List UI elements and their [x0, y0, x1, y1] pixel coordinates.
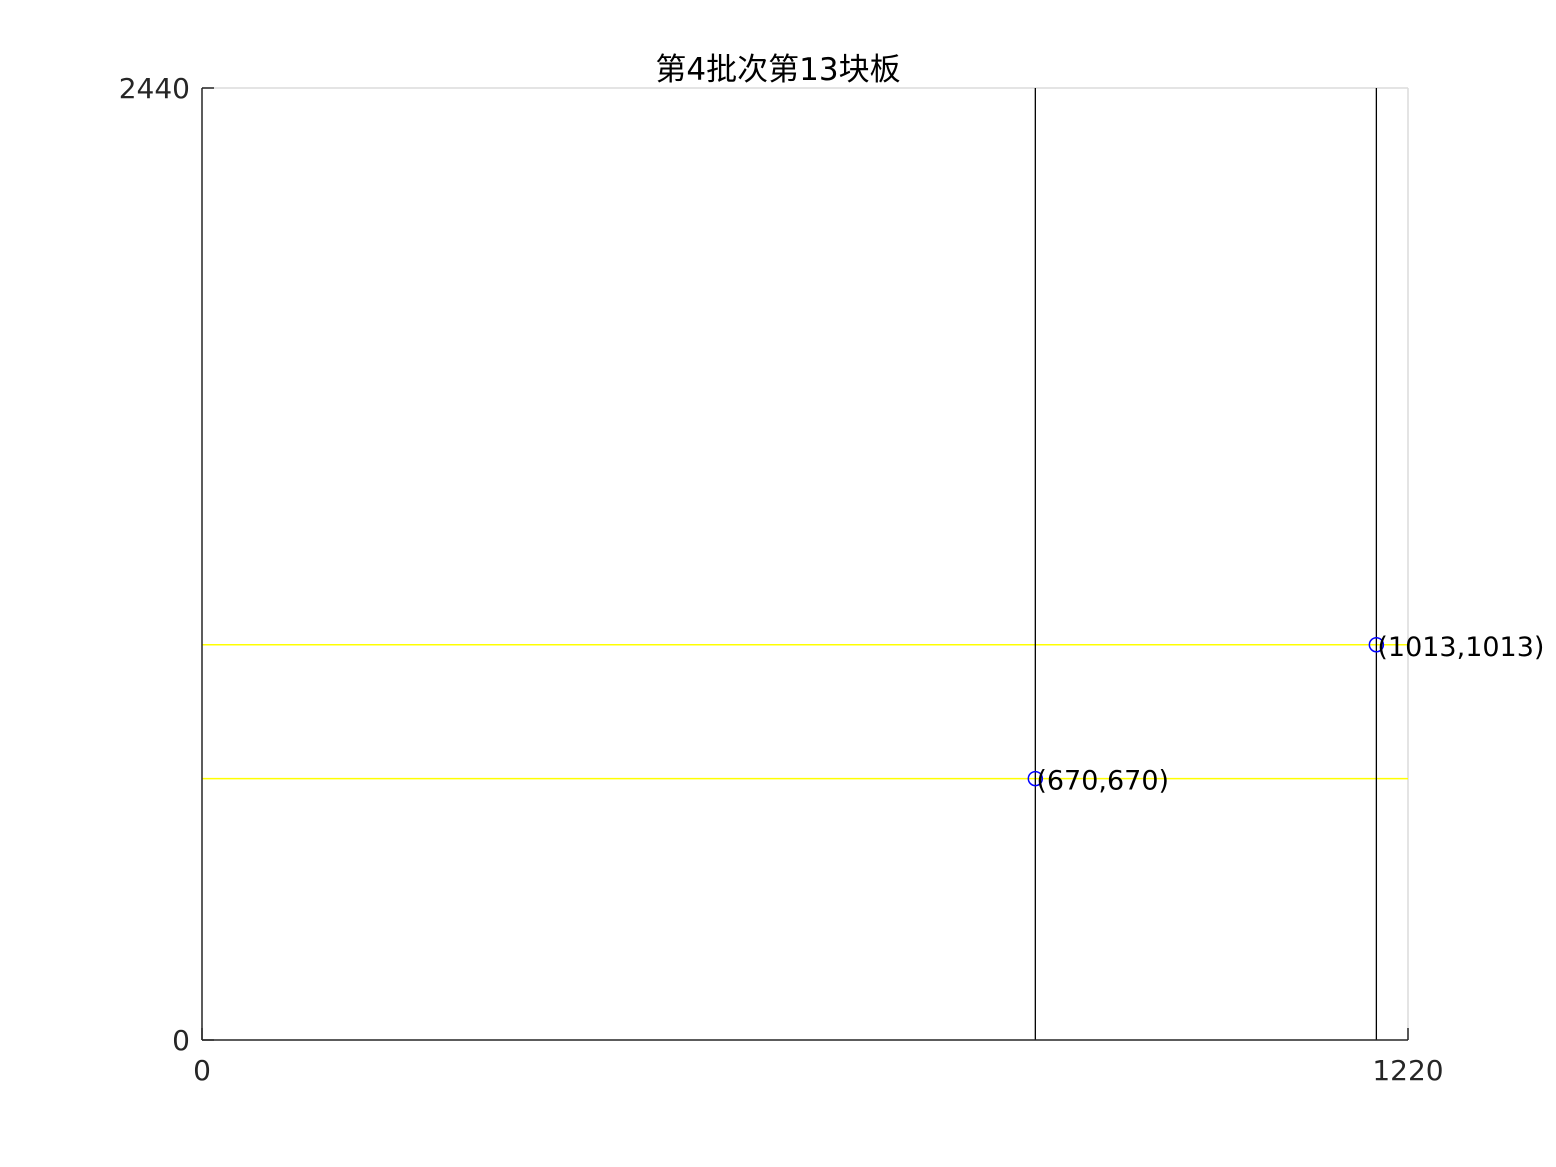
chart-title: 第4批次第13块板 [655, 52, 901, 88]
data-point-label-2: (1013,1013) [1377, 632, 1544, 663]
y-tick-label-1: 2440 [119, 72, 190, 105]
data-point-1 [1027, 770, 1044, 787]
y-tick-label-0: 0 [172, 1024, 190, 1057]
x-tick-label-1: 1220 [1372, 1054, 1443, 1087]
data-point-2 [1368, 637, 1385, 653]
data-point-label-1: (670,670) [1036, 766, 1169, 797]
x-tick-label-0: 0 [193, 1054, 211, 1087]
